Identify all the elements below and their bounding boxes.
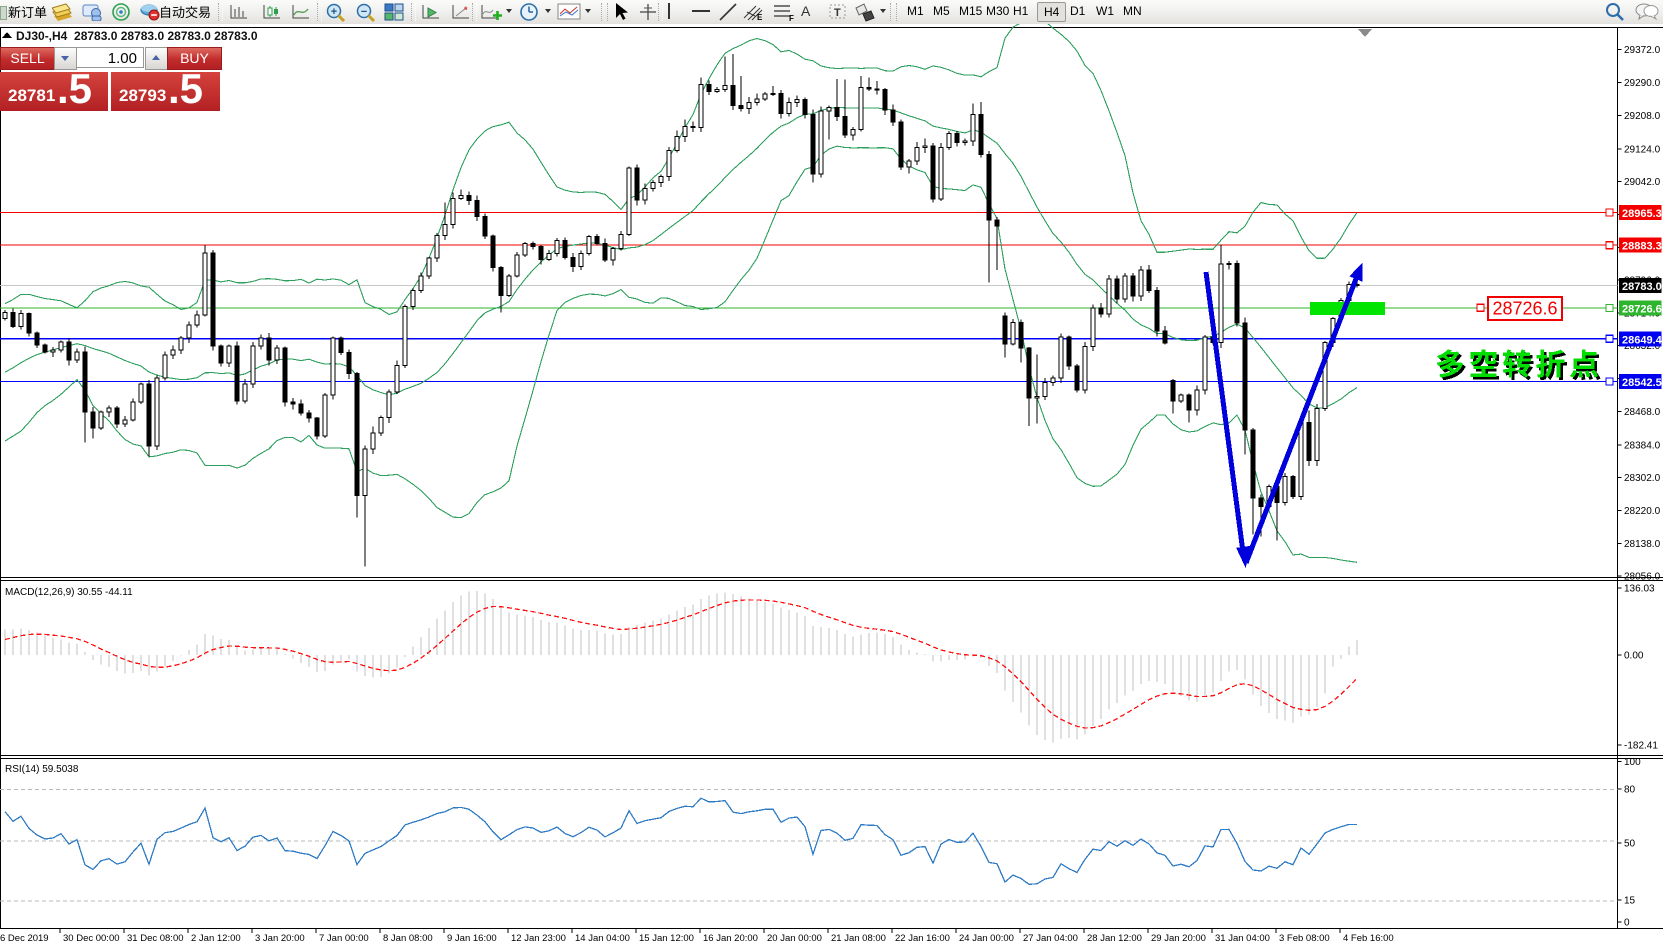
svg-text:15 Jan 12:00: 15 Jan 12:00 [639,933,694,944]
svg-text:15: 15 [1624,896,1636,907]
svg-text:28965.3: 28965.3 [1622,208,1662,220]
svg-text:0: 0 [1624,918,1630,929]
svg-text:MACD(12,26,9) 30.55 -44.11: MACD(12,26,9) 30.55 -44.11 [5,587,133,598]
svg-text:+: + [331,6,337,18]
svg-text:100: 100 [1624,757,1641,768]
svg-text:−: − [361,6,367,18]
svg-text:20 Jan 00:00: 20 Jan 00:00 [767,933,822,944]
svg-text:3 Feb 08:00: 3 Feb 08:00 [1279,933,1330,944]
svg-text:29290.0: 29290.0 [1624,78,1661,89]
svg-text:4 Feb 16:00: 4 Feb 16:00 [1343,933,1394,944]
svg-text:28726.6: 28726.6 [1492,299,1557,319]
svg-text:29372.0: 29372.0 [1624,45,1661,56]
svg-text:21 Jan 08:00: 21 Jan 08:00 [831,933,886,944]
svg-text:16 Jan 20:00: 16 Jan 20:00 [703,933,758,944]
svg-text:22 Jan 16:00: 22 Jan 16:00 [895,933,950,944]
svg-text:14 Jan 04:00: 14 Jan 04:00 [575,933,630,944]
svg-text:-182.41: -182.41 [1624,741,1658,752]
svg-text:29124.0: 29124.0 [1624,144,1661,155]
svg-text:DJ30-,H4 28783.0 28783.0 2878: DJ30-,H4 28783.0 28783.0 28783.0 28783.0 [16,29,258,43]
svg-text:28632.0: 28632.0 [1624,341,1661,352]
svg-text:28468.0: 28468.0 [1624,407,1661,418]
svg-text:6 Dec 2019: 6 Dec 2019 [0,933,49,944]
svg-text:31 Jan 04:00: 31 Jan 04:00 [1215,933,1270,944]
svg-text:0.00: 0.00 [1624,651,1644,662]
svg-text:28883.3: 28883.3 [1622,241,1662,253]
svg-text:50: 50 [1624,839,1636,850]
svg-text:F: F [789,14,794,22]
svg-text:30 Dec 00:00: 30 Dec 00:00 [63,933,120,944]
svg-text:28649.4: 28649.4 [1622,334,1663,346]
svg-text:*: * [464,5,468,15]
svg-text:28 Jan 12:00: 28 Jan 12:00 [1087,933,1142,944]
svg-text:28783.0: 28783.0 [1622,281,1662,293]
svg-text:28542.5: 28542.5 [1622,377,1662,389]
svg-text:31 Dec 08:00: 31 Dec 08:00 [127,933,184,944]
svg-text:E: E [757,13,763,22]
svg-text:2 Jan 12:00: 2 Jan 12:00 [191,933,241,944]
svg-text:3 Jan 20:00: 3 Jan 20:00 [255,933,305,944]
svg-text:29042.0: 29042.0 [1624,177,1661,188]
svg-text:28726.6: 28726.6 [1622,303,1662,315]
svg-text:27 Jan 04:00: 27 Jan 04:00 [1023,933,1078,944]
svg-text:8 Jan 08:00: 8 Jan 08:00 [383,933,433,944]
svg-text:9 Jan 16:00: 9 Jan 16:00 [447,933,497,944]
svg-text:24 Jan 00:00: 24 Jan 00:00 [959,933,1014,944]
svg-text:28056.0: 28056.0 [1624,572,1661,583]
svg-text:28302.0: 28302.0 [1624,473,1661,484]
svg-text:28138.0: 28138.0 [1624,539,1661,550]
svg-text:7 Jan 00:00: 7 Jan 00:00 [319,933,369,944]
svg-text:28220.0: 28220.0 [1624,506,1661,517]
svg-text:29 Jan 20:00: 29 Jan 20:00 [1151,933,1206,944]
svg-text:29208.0: 29208.0 [1624,111,1661,122]
svg-text:80: 80 [1624,785,1636,796]
svg-text:28384.0: 28384.0 [1624,440,1661,451]
svg-text:136.03: 136.03 [1624,584,1655,595]
svg-text:12 Jan 23:00: 12 Jan 23:00 [511,933,566,944]
svg-text:RSI(14) 59.5038: RSI(14) 59.5038 [5,764,79,775]
svg-text:T: T [834,7,841,19]
